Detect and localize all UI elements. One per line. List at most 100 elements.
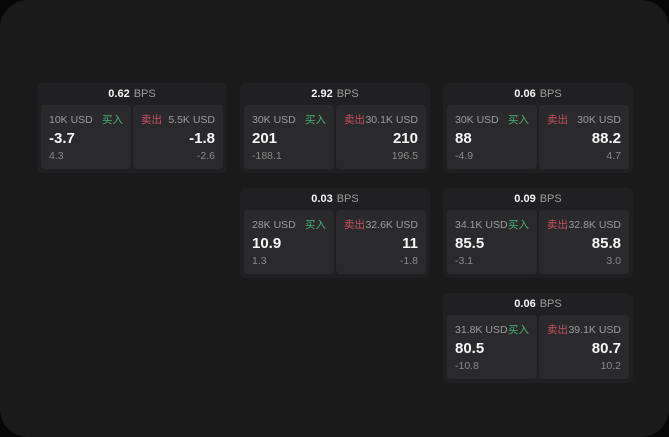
buy-panel-top-row: 30K USD 买入	[455, 112, 529, 127]
sell-panel[interactable]: 卖出 30K USD 88.2 4.7	[539, 105, 629, 169]
bps-value: 0.03	[311, 193, 333, 205]
quote-panels: 28K USD 买入 10.9 1.3 卖出 32.6K USD 11 -1.8	[240, 210, 430, 278]
sell-delta: -1.8	[399, 254, 418, 267]
sell-amount: 30K USD	[577, 113, 621, 126]
buy-side-label: 买入	[305, 114, 326, 126]
buy-panel[interactable]: 31.8K USD 买入 80.5 -10.8	[447, 315, 537, 379]
sell-price: -1.8	[189, 130, 215, 148]
cards-grid: 0.62 BPS 10K USD 买入 -3.7 4.3 卖出 5.5K USD…	[37, 83, 633, 383]
sell-amount: 32.6K USD	[365, 218, 418, 231]
buy-panel-top-row: 28K USD 买入	[252, 217, 326, 232]
quote-panels: 31.8K USD 买入 80.5 -10.8 卖出 39.1K USD 80.…	[443, 315, 633, 383]
quote-panels: 30K USD 买入 201 -188.1 卖出 30.1K USD 210 1…	[240, 105, 430, 173]
sell-delta: 196.5	[391, 149, 418, 162]
buy-side-label: 买入	[305, 219, 326, 231]
bps-suffix-label: BPS	[133, 88, 156, 100]
buy-panel[interactable]: 30K USD 买入 201 -188.1	[244, 105, 334, 169]
buy-delta: 4.3	[49, 149, 64, 162]
bps-quote-card: 0.09 BPS 34.1K USD 买入 85.5 -3.1 卖出 32.8K…	[443, 188, 633, 278]
buy-panel[interactable]: 28K USD 买入 10.9 1.3	[244, 210, 334, 274]
bps-value: 0.06	[514, 298, 536, 310]
buy-panel-top-row: 34.1K USD 买入	[455, 217, 529, 232]
sell-side-label: 卖出	[141, 114, 162, 126]
bps-value: 0.09	[514, 193, 536, 205]
sell-delta: 3.0	[606, 254, 621, 267]
sell-amount: 32.8K USD	[568, 218, 621, 231]
buy-panel[interactable]: 30K USD 买入 88 -4.9	[447, 105, 537, 169]
buy-side-label: 买入	[508, 114, 529, 126]
card-header: 2.92 BPS	[240, 83, 430, 105]
buy-panel-top-row: 10K USD 买入	[49, 112, 123, 127]
buy-side-label: 买入	[102, 114, 123, 126]
sell-side-label: 卖出	[344, 219, 365, 231]
quote-panels: 30K USD 买入 88 -4.9 卖出 30K USD 88.2 4.7	[443, 105, 633, 173]
buy-panel-top-row: 30K USD 买入	[252, 112, 326, 127]
buy-amount: 34.1K USD	[455, 218, 508, 231]
sell-price: 88.2	[591, 130, 621, 148]
buy-delta: 1.3	[252, 254, 267, 267]
quote-panels: 34.1K USD 买入 85.5 -3.1 卖出 32.8K USD 85.8…	[443, 210, 633, 278]
buy-panel-top-row: 31.8K USD 买入	[455, 322, 529, 337]
bps-suffix-label: BPS	[539, 298, 562, 310]
sell-price: 11	[402, 235, 418, 253]
bps-quote-card: 0.03 BPS 28K USD 买入 10.9 1.3 卖出 32.6K US…	[240, 188, 430, 278]
buy-amount: 30K USD	[455, 113, 499, 126]
buy-side-label: 买入	[508, 324, 529, 336]
buy-amount: 30K USD	[252, 113, 296, 126]
buy-amount: 28K USD	[252, 218, 296, 231]
bps-quote-card: 0.06 BPS 31.8K USD 买入 80.5 -10.8 卖出 39.1…	[443, 293, 633, 383]
sell-panel[interactable]: 卖出 30.1K USD 210 196.5	[336, 105, 426, 169]
bps-quote-card: 0.06 BPS 30K USD 买入 88 -4.9 卖出 30K USD 8…	[443, 83, 633, 173]
bps-suffix-label: BPS	[336, 193, 359, 205]
sell-delta: 4.7	[606, 149, 621, 162]
sell-panel-top-row: 卖出 32.6K USD	[344, 217, 418, 232]
card-header: 0.62 BPS	[37, 83, 227, 105]
buy-amount: 31.8K USD	[455, 323, 508, 336]
sell-amount: 5.5K USD	[168, 113, 215, 126]
buy-side-label: 买入	[508, 219, 529, 231]
sell-side-label: 卖出	[547, 114, 568, 126]
sell-price: 210	[392, 130, 418, 148]
buy-price: 85.5	[455, 235, 485, 253]
sell-amount: 39.1K USD	[568, 323, 621, 336]
buy-price: 10.9	[252, 235, 282, 253]
sell-panel-top-row: 卖出 39.1K USD	[547, 322, 621, 337]
bps-value: 2.92	[311, 88, 333, 100]
sell-price: 80.7	[591, 340, 621, 358]
card-header: 0.03 BPS	[240, 188, 430, 210]
sell-delta: -2.6	[196, 149, 215, 162]
buy-panel[interactable]: 10K USD 买入 -3.7 4.3	[41, 105, 131, 169]
bps-value: 0.06	[514, 88, 536, 100]
quote-panels: 10K USD 买入 -3.7 4.3 卖出 5.5K USD -1.8 -2.…	[37, 105, 227, 173]
sell-amount: 30.1K USD	[365, 113, 418, 126]
buy-panel[interactable]: 34.1K USD 买入 85.5 -3.1	[447, 210, 537, 274]
bps-suffix-label: BPS	[539, 88, 562, 100]
sell-panel[interactable]: 卖出 5.5K USD -1.8 -2.6	[133, 105, 223, 169]
card-header: 0.09 BPS	[443, 188, 633, 210]
buy-price: 88	[455, 130, 472, 148]
sell-panel-top-row: 卖出 30K USD	[547, 112, 621, 127]
buy-price: 80.5	[455, 340, 485, 358]
buy-delta: -188.1	[252, 149, 282, 162]
buy-delta: -3.1	[455, 254, 474, 267]
buy-delta: -4.9	[455, 149, 474, 162]
sell-panel-top-row: 卖出 5.5K USD	[141, 112, 215, 127]
card-header: 0.06 BPS	[443, 293, 633, 315]
card-header: 0.06 BPS	[443, 83, 633, 105]
sell-panel[interactable]: 卖出 32.6K USD 11 -1.8	[336, 210, 426, 274]
bps-quote-card: 0.62 BPS 10K USD 买入 -3.7 4.3 卖出 5.5K USD…	[37, 83, 227, 173]
sell-side-label: 卖出	[547, 219, 568, 231]
sell-side-label: 卖出	[344, 114, 365, 126]
sell-panel[interactable]: 卖出 39.1K USD 80.7 10.2	[539, 315, 629, 379]
sell-side-label: 卖出	[547, 324, 568, 336]
bps-suffix-label: BPS	[336, 88, 359, 100]
buy-amount: 10K USD	[49, 113, 93, 126]
bps-suffix-label: BPS	[539, 193, 562, 205]
bps-value: 0.62	[108, 88, 130, 100]
sell-delta: 10.2	[600, 359, 621, 372]
buy-price: 201	[252, 130, 278, 148]
buy-price: -3.7	[49, 130, 75, 148]
sell-panel[interactable]: 卖出 32.8K USD 85.8 3.0	[539, 210, 629, 274]
sell-price: 85.8	[591, 235, 621, 253]
